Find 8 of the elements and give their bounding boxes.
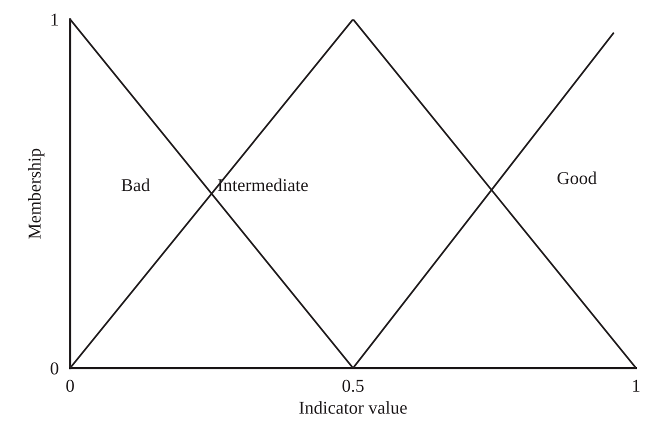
y-axis-title: Membership xyxy=(28,148,44,239)
text: Bad xyxy=(122,178,150,192)
x-tick-label: 0 xyxy=(66,380,74,392)
text: Good xyxy=(558,172,597,184)
x-axis-title: Indicator value xyxy=(299,401,407,414)
series-label: Intermediate xyxy=(218,178,308,192)
x-tick-label: 0.5 xyxy=(342,380,364,392)
x-tick-label: 1 xyxy=(633,380,640,392)
